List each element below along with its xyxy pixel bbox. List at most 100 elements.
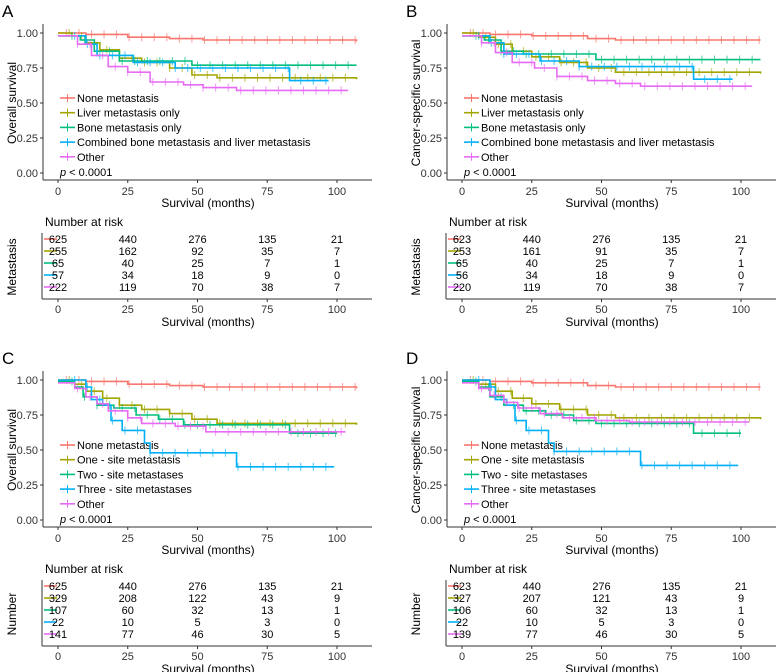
x-tick-label: 50 xyxy=(191,533,203,545)
risk-count: 7 xyxy=(334,246,340,258)
legend-label: None metastasis xyxy=(481,93,563,105)
p-value: p < 0.0001 xyxy=(59,514,112,526)
x-tick-label: 0 xyxy=(55,533,61,545)
risk-count: 32 xyxy=(191,605,203,617)
p-value-symbol: p xyxy=(463,167,470,179)
risk-count: 222 xyxy=(49,282,67,294)
p-value: p < 0.0001 xyxy=(59,167,112,179)
risk-count: 139 xyxy=(453,629,471,641)
risk-table-title: Number at risk xyxy=(45,215,124,229)
x-tick-label: 100 xyxy=(328,533,346,545)
risk-count: 40 xyxy=(122,258,134,270)
risk-count: 207 xyxy=(523,593,541,605)
risk-count: 70 xyxy=(595,282,607,294)
x-tick-label: 25 xyxy=(526,533,538,545)
y-tick-label: 0.25 xyxy=(17,480,38,492)
risk-count: 5 xyxy=(334,629,340,641)
risk-count: 1 xyxy=(738,605,744,617)
risk-count: 9 xyxy=(264,270,270,282)
x-tick-label: 0 xyxy=(459,186,465,198)
y-tick-label: 1.00 xyxy=(17,28,38,40)
risk-x-tick-label: 75 xyxy=(665,304,677,316)
risk-x-tick-label: 25 xyxy=(122,651,134,663)
risk-count: 9 xyxy=(334,593,340,605)
risk-count: 7 xyxy=(264,258,270,270)
p-value-text: < 0.0001 xyxy=(470,514,516,526)
risk-count: 327 xyxy=(453,593,471,605)
y-tick-label: 0.75 xyxy=(421,63,442,75)
risk-count: 21 xyxy=(331,581,343,593)
km-curve-2 xyxy=(58,35,357,66)
y-axis-title: Cancer-specific survival xyxy=(409,40,423,167)
y-tick-label: 0.25 xyxy=(17,133,38,145)
risk-count: 25 xyxy=(595,258,607,270)
risk-count: 0 xyxy=(738,617,744,629)
risk-count: 22 xyxy=(456,617,468,629)
risk-count: 276 xyxy=(592,234,610,246)
risk-count: 0 xyxy=(738,270,744,282)
y-tick-label: 0.50 xyxy=(17,98,38,110)
legend-label: One - site metastasis xyxy=(481,455,585,467)
legend-label: None metastasis xyxy=(481,440,563,452)
risk-count: 18 xyxy=(191,270,203,282)
risk-x-tick-label: 0 xyxy=(459,304,465,316)
p-value-symbol: p xyxy=(59,167,66,179)
risk-count: 38 xyxy=(261,282,273,294)
x-tick-label: 75 xyxy=(261,186,273,198)
km-curve-3 xyxy=(58,379,335,468)
risk-count: 107 xyxy=(49,605,67,617)
legend-label: Three - site metastases xyxy=(481,484,596,496)
km-curve-2 xyxy=(462,35,761,61)
risk-count: 276 xyxy=(188,234,206,246)
risk-x-tick-label: 50 xyxy=(595,304,607,316)
p-value-symbol: p xyxy=(463,514,470,526)
risk-count: 161 xyxy=(523,246,541,258)
p-value-text: < 0.0001 xyxy=(470,167,516,179)
p-value: p < 0.0001 xyxy=(463,167,516,179)
risk-count: 625 xyxy=(49,581,67,593)
risk-count: 141 xyxy=(49,629,67,641)
risk-x-axis-title: Survival (months) xyxy=(161,315,254,329)
risk-x-tick-label: 100 xyxy=(328,304,346,316)
risk-count: 440 xyxy=(523,581,541,593)
risk-x-tick-label: 75 xyxy=(261,651,273,663)
y-axis-title: Overall survival xyxy=(5,409,19,491)
p-value: p < 0.0001 xyxy=(463,514,516,526)
legend-label: Other xyxy=(481,499,509,511)
x-tick-label: 75 xyxy=(261,533,273,545)
risk-count: 34 xyxy=(122,270,134,282)
risk-y-title: Metastasis xyxy=(409,238,423,295)
y-tick-label: 0.50 xyxy=(421,445,442,457)
y-tick-label: 0.75 xyxy=(17,63,38,75)
legend-label: Bone metastasis only xyxy=(77,122,182,134)
x-tick-label: 0 xyxy=(55,186,61,198)
risk-count: 276 xyxy=(188,581,206,593)
legend-label: Liver metastasis only xyxy=(77,108,180,120)
risk-count: 77 xyxy=(122,629,134,641)
risk-x-tick-label: 25 xyxy=(526,651,538,663)
risk-x-tick-label: 75 xyxy=(665,651,677,663)
x-axis-title: Survival (months) xyxy=(161,196,254,210)
risk-x-tick-label: 100 xyxy=(732,304,750,316)
risk-count: 5 xyxy=(598,617,604,629)
risk-x-tick-label: 25 xyxy=(122,304,134,316)
risk-count: 135 xyxy=(258,234,276,246)
risk-count: 30 xyxy=(261,629,273,641)
legend-label: Other xyxy=(77,499,105,511)
risk-count: 135 xyxy=(662,581,680,593)
risk-count: 329 xyxy=(49,593,67,605)
risk-x-tick-label: 25 xyxy=(526,304,538,316)
risk-x-tick-label: 0 xyxy=(55,651,61,663)
risk-count: 40 xyxy=(526,258,538,270)
legend-label: Liver metastasis only xyxy=(481,108,584,120)
risk-count: 255 xyxy=(49,246,67,258)
panel-letter: D xyxy=(406,349,418,368)
risk-count: 3 xyxy=(668,617,674,629)
y-tick-label: 0.00 xyxy=(421,168,442,180)
risk-count: 65 xyxy=(456,258,468,270)
risk-count: 18 xyxy=(595,270,607,282)
risk-count: 77 xyxy=(526,629,538,641)
panel-D: D0.000.250.500.751.000 25 50 75 100Survival … xyxy=(406,349,776,672)
y-tick-label: 0.25 xyxy=(421,480,442,492)
y-tick-label: 0.50 xyxy=(17,445,38,457)
